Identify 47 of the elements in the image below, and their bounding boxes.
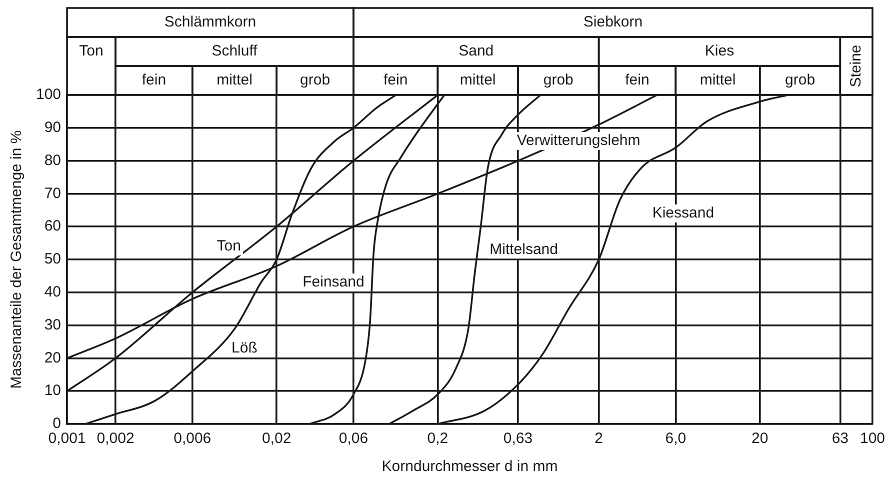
text: fein xyxy=(625,72,650,89)
text: grob xyxy=(543,72,574,89)
y-tick-label: 50 xyxy=(44,250,62,268)
series-label: Mittelsand xyxy=(490,240,558,258)
x-tick-label: 0,2 xyxy=(427,430,448,448)
text: fein xyxy=(383,72,408,89)
series-label: Feinsand xyxy=(302,274,364,291)
x-tick-label: 0,006 xyxy=(174,430,212,448)
x-axis-title: Korndurchmesser d in mm xyxy=(382,458,558,476)
text: Kiessand xyxy=(652,204,714,222)
text: Sand xyxy=(458,42,494,60)
y-tick-label: 20 xyxy=(44,349,62,366)
y-tick-label: 90 xyxy=(44,119,62,136)
text: Schlämmkorn xyxy=(164,14,256,31)
x-tick-label: 0,002 xyxy=(96,430,134,448)
y-axis-title: Massenanteile der Gesamtmenge in % xyxy=(8,130,26,389)
x-tick-label: 6,0 xyxy=(665,430,686,448)
y-tick-label: 100 xyxy=(36,86,62,104)
x-tick-label: 0,63 xyxy=(503,430,533,448)
series-label: Löß xyxy=(232,339,258,356)
x-tick-label: 2 xyxy=(594,430,603,448)
x-tick-label: 63 xyxy=(832,430,849,448)
x-tick-label: 20 xyxy=(752,430,768,448)
x-tick-label: 0,001 xyxy=(48,430,86,448)
x-tick-label: 0,02 xyxy=(262,430,292,448)
text: Siebkorn xyxy=(583,14,643,31)
text: grob xyxy=(785,72,816,89)
text: Kies xyxy=(704,42,734,60)
text: grob xyxy=(300,72,330,89)
x-tick-label: 100 xyxy=(860,430,885,448)
y-tick-label: 80 xyxy=(44,152,62,169)
series-label: Ton xyxy=(216,237,241,254)
y-tick-label: 30 xyxy=(44,316,62,334)
y-tick-label: 10 xyxy=(44,382,62,400)
text: fein xyxy=(142,72,166,89)
y-tick-label: 0 xyxy=(52,415,62,432)
text: mittel xyxy=(460,72,496,89)
text: Ton xyxy=(79,42,104,60)
y-tick-label: 60 xyxy=(44,218,62,235)
text: Schluff xyxy=(212,42,258,60)
y-tick-label: 40 xyxy=(44,284,62,301)
text: mittel xyxy=(700,72,736,89)
text: mittel xyxy=(216,72,252,89)
x-tick-label: 0,06 xyxy=(338,430,368,448)
y-tick-label: 70 xyxy=(44,184,62,202)
series-label: Verwitterungslehm xyxy=(516,132,640,150)
text: Steine xyxy=(847,44,864,88)
